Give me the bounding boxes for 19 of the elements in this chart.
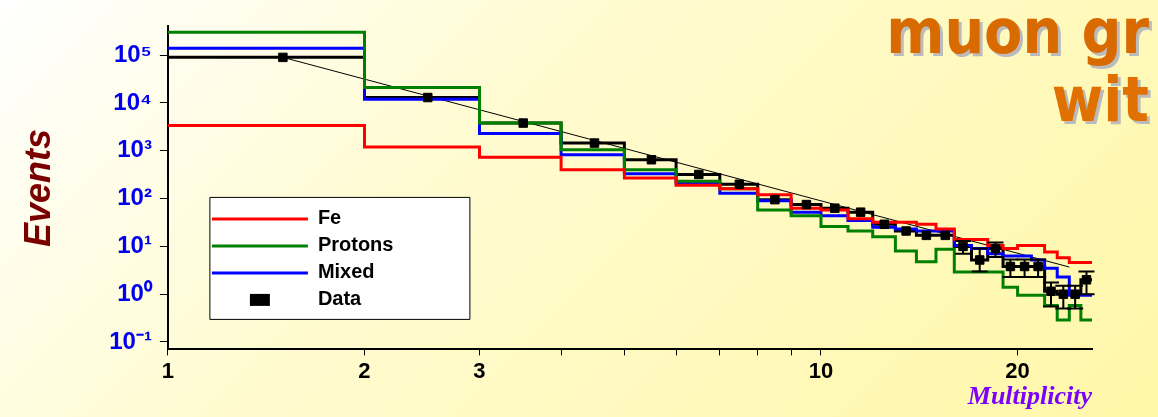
x-tick-label: 2 [358, 357, 371, 383]
y-tick-label: 10⁻¹ [109, 326, 152, 354]
x-tick-label: 10 [808, 357, 834, 383]
x-tick-label: 1 [161, 357, 175, 383]
legend-label: Fe [317, 206, 342, 229]
y-tick-label: 10¹ [117, 231, 152, 259]
legend-label: Data [317, 287, 363, 310]
y-axis-title: Events [16, 128, 58, 247]
y-tick-label: 10⁵ [113, 39, 152, 67]
x-tick-label: 3 [473, 357, 486, 383]
x-tick-label: 20 [1005, 357, 1030, 383]
y-tick-label: 10³ [117, 135, 152, 163]
y-tick-label: 10⁴ [113, 87, 152, 115]
annotation: muon gr [889, 0, 1153, 72]
legend-label: Mixed [317, 260, 375, 283]
x-axis-title: Multiplicity [966, 381, 1093, 411]
y-tick-label: 10⁰ [117, 278, 153, 306]
y-tick-label: 10² [117, 183, 152, 211]
legend-label: Protons [317, 233, 394, 256]
